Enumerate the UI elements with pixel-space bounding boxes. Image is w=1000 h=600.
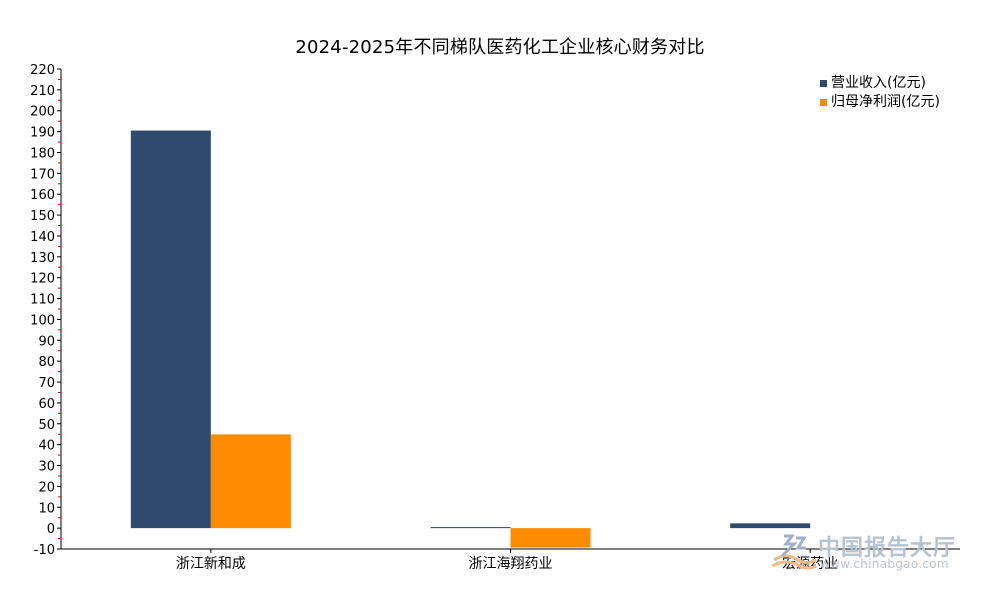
y-tick-label: 120 [30, 272, 55, 287]
y-tick-label: 170 [30, 167, 55, 182]
y-tick-label: -10 [34, 543, 55, 558]
bar [510, 528, 591, 548]
y-tick-label: 110 [30, 293, 55, 308]
y-tick-label: 130 [30, 251, 55, 266]
y-tick-label: 210 [30, 84, 55, 99]
legend: 营业收入(亿元) 归母净利润(亿元) [820, 74, 940, 112]
bar [430, 527, 511, 529]
watermark: 中国报告大厅 www.chinabgao.com [770, 528, 960, 578]
y-tick-label: 70 [38, 376, 55, 391]
x-tick-label: 浙江新和成 [176, 556, 246, 572]
y-tick-label: 40 [38, 439, 55, 454]
x-tick-label: 浙江海翔药业 [469, 556, 553, 572]
bar [130, 130, 211, 529]
y-tick-label: 100 [30, 313, 55, 328]
bar [210, 434, 291, 529]
logo-icon [771, 534, 817, 570]
y-axis: -10 0 10 20 30 40 50 60 70 80 90 100 110 120 130 140 150… [30, 63, 62, 558]
y-tick-label: 10 [38, 501, 55, 516]
bars [130, 130, 811, 548]
y-tick-label: 190 [30, 126, 55, 141]
y-tick-label: 20 [38, 480, 55, 495]
y-tick-label: 180 [30, 146, 55, 161]
y-tick-label: 220 [30, 63, 55, 78]
chart-title: 2024-2025年不同梯队医药化工企业核心财务对比 [295, 37, 705, 58]
legend-item-revenue[interactable]: 营业收入(亿元) [820, 74, 940, 93]
y-tick-label: 30 [38, 460, 55, 475]
legend-label-revenue: 营业收入(亿元) [831, 75, 926, 91]
y-tick-label: 160 [30, 188, 55, 203]
y-tick-label: 90 [38, 334, 55, 349]
watermark-name: 中国报告大厅 [818, 536, 957, 561]
legend-swatch-revenue [820, 80, 827, 87]
y-tick-label: 140 [30, 230, 55, 245]
y-tick-label: 50 [38, 418, 55, 433]
legend-swatch-net-profit [820, 99, 827, 106]
legend-label-net-profit: 归母净利润(亿元) [831, 94, 940, 110]
legend-item-net-profit[interactable]: 归母净利润(亿元) [820, 93, 940, 112]
bar [730, 523, 811, 529]
watermark-url: www.chinabgao.com [820, 557, 949, 571]
y-tick-label: 60 [38, 397, 55, 412]
y-tick-label: 150 [30, 209, 55, 224]
y-tick-label: 200 [30, 105, 55, 120]
y-tick-label: 0 [47, 522, 55, 537]
y-tick-label: 80 [38, 355, 55, 370]
